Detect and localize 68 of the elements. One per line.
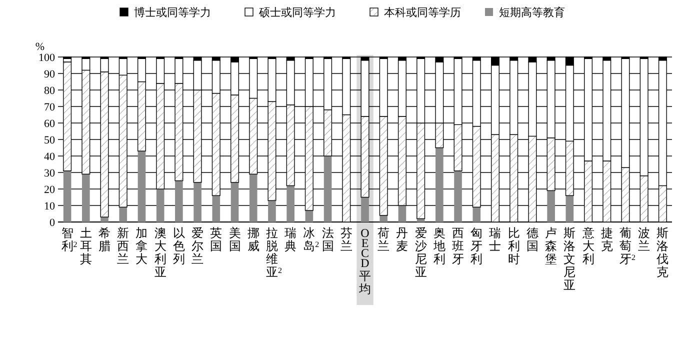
y-tick-label: 100: [38, 52, 56, 64]
x-tick-label: 希腊: [98, 226, 111, 253]
x-tick-label: 芬兰: [340, 226, 352, 253]
y-tick-label: 70: [44, 102, 56, 114]
y-tick-label: 60: [44, 118, 56, 130]
x-tick-label: 波兰: [638, 226, 650, 253]
bar: [566, 196, 574, 222]
y-axis-title: %: [35, 41, 45, 53]
bar: [230, 182, 239, 222]
y-tick-label: 30: [44, 168, 56, 180]
y-tick-label: 20: [44, 184, 56, 196]
y-tick-label: 40: [44, 151, 56, 163]
bar: [454, 170, 462, 222]
y-tick-label: 0: [50, 217, 56, 229]
x-tick-label: 匈牙利: [470, 226, 483, 266]
x-tick-label: 瑞士: [489, 226, 502, 253]
x-tick-label: 爱沙尼亚: [414, 226, 427, 279]
bar: [194, 182, 202, 222]
x-tick-label: 荷兰: [378, 226, 390, 253]
bar: [138, 151, 146, 222]
x-tick-label: 奥地利: [432, 226, 446, 266]
bar: [361, 197, 369, 222]
bar: [305, 210, 314, 222]
x-tick-label: 美国: [228, 226, 241, 253]
bar: [268, 200, 276, 222]
x-tick-label: OECD平均: [358, 226, 371, 296]
x-tick-label: 挪威: [247, 226, 260, 253]
x-tick-label: 加拿大: [136, 226, 148, 266]
y-tick-label: 10: [44, 200, 56, 212]
legend-label: 本科或同等学历: [384, 6, 461, 19]
bar: [100, 217, 108, 222]
bar: [324, 156, 332, 222]
bar: [82, 174, 90, 222]
x-tick-label: 卢森堡: [545, 226, 558, 266]
legend-label: 博士或同等学力: [134, 6, 211, 19]
x-tick-label: 新西兰: [117, 226, 130, 266]
x-tick-label: 西班牙: [452, 226, 464, 266]
bar: [436, 148, 444, 222]
bar: [63, 170, 72, 222]
bar: [249, 174, 258, 222]
x-tick-label: 德国: [526, 226, 538, 253]
x-tick-label: 比利时: [508, 226, 520, 266]
bar: [286, 186, 294, 222]
x-tick-label: 爱尔兰: [192, 226, 204, 266]
x-tick-label: 瑞典: [284, 226, 297, 253]
x-tick-label: 捷克: [600, 226, 613, 253]
x-tick-label: 斯洛文尼亚: [564, 226, 576, 292]
x-tick-label: 澳大利亚: [154, 226, 166, 279]
x-tick-label: 英国: [210, 226, 222, 253]
bar: [119, 207, 128, 222]
bar: [212, 196, 220, 222]
bar: [380, 215, 388, 222]
y-tick-label: 80: [44, 85, 56, 97]
legend-label: 短期高等教育: [499, 6, 565, 19]
x-tick-label: 丹麦: [396, 226, 408, 253]
x-tick-label: 土耳其: [80, 226, 92, 266]
bar: [398, 206, 406, 222]
bar: [175, 180, 183, 222]
bar: [156, 189, 164, 222]
bar: [472, 207, 481, 222]
x-tick-label: 斯洛伐克: [656, 226, 669, 279]
y-tick-label: 50: [44, 134, 56, 146]
x-tick-label: 以色列: [172, 226, 185, 266]
bar: [547, 190, 555, 222]
y-tick-label: 90: [44, 68, 56, 80]
legend-label: 硕士或同等学力: [258, 6, 336, 19]
x-tick-label: 意大利: [581, 226, 594, 266]
x-tick-label: 法国: [322, 226, 334, 253]
